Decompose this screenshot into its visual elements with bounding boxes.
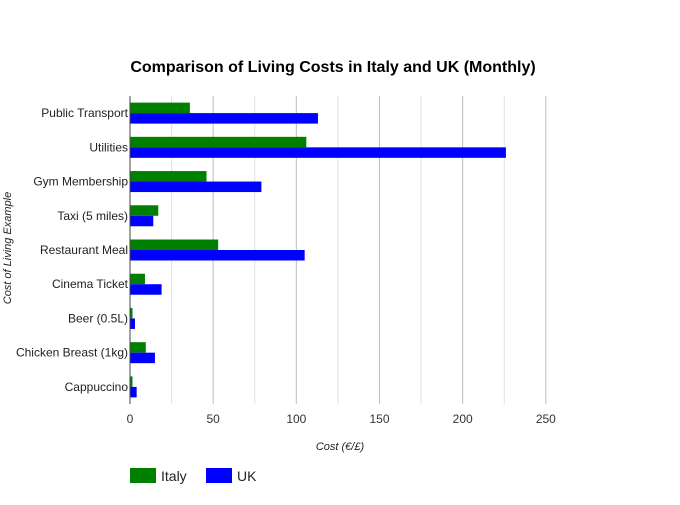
x-tick-label: 100 <box>286 412 306 426</box>
bar-uk-5 <box>130 250 305 261</box>
bar-italy-3 <box>130 171 207 182</box>
x-tick-label: 200 <box>453 412 473 426</box>
category-label: Utilities <box>89 140 128 154</box>
axes: 0 50 100 150 200 250 Public Transport Utilities… <box>16 96 556 426</box>
category-label: Taxi (5 miles) <box>57 209 128 223</box>
category-label: Restaurant Meal <box>40 243 128 257</box>
category-label: Beer (0.5L) <box>68 311 128 325</box>
bar-uk-6 <box>130 284 162 295</box>
bar-italy-7 <box>130 307 133 319</box>
bar-italy-9 <box>130 376 133 387</box>
bar-italy-8 <box>130 342 146 353</box>
bar-italy-1 <box>130 102 190 114</box>
x-tick-label: 150 <box>369 412 389 426</box>
bar-uk-3 <box>130 181 262 193</box>
chart-title: Comparison of Living Costs in Italy and … <box>130 59 535 76</box>
legend-swatch-uk <box>206 468 232 483</box>
bar-italy-5 <box>130 239 219 250</box>
legend: Italy UK <box>130 468 257 484</box>
x-tick-label: 0 <box>127 412 134 426</box>
bar-uk-4 <box>130 215 154 227</box>
category-label: Gym Membership <box>33 175 128 189</box>
category-label: Public Transport <box>41 106 128 120</box>
x-tick-label: 50 <box>206 412 220 426</box>
category-label: Chicken Breast (1kg) <box>16 346 128 360</box>
bar-uk-2 <box>130 147 506 158</box>
y-axis-title: Cost of Living Example <box>2 192 14 305</box>
bars <box>130 102 506 398</box>
legend-label-italy: Italy <box>161 468 187 484</box>
bar-italy-2 <box>130 136 307 148</box>
category-label: Cinema Ticket <box>52 277 129 291</box>
bar-uk-7 <box>130 318 135 329</box>
x-axis-title: Cost (€/£) <box>316 441 365 453</box>
legend-swatch-italy <box>130 468 156 483</box>
bar-uk-8 <box>130 352 155 364</box>
x-tick-label: 250 <box>536 412 556 426</box>
legend-label-uk: UK <box>237 468 257 484</box>
bar-italy-4 <box>130 205 159 216</box>
bar-italy-6 <box>130 273 145 285</box>
bar-uk-9 <box>130 386 137 398</box>
category-label: Cappuccino <box>65 380 129 394</box>
bar-uk-1 <box>130 113 318 124</box>
